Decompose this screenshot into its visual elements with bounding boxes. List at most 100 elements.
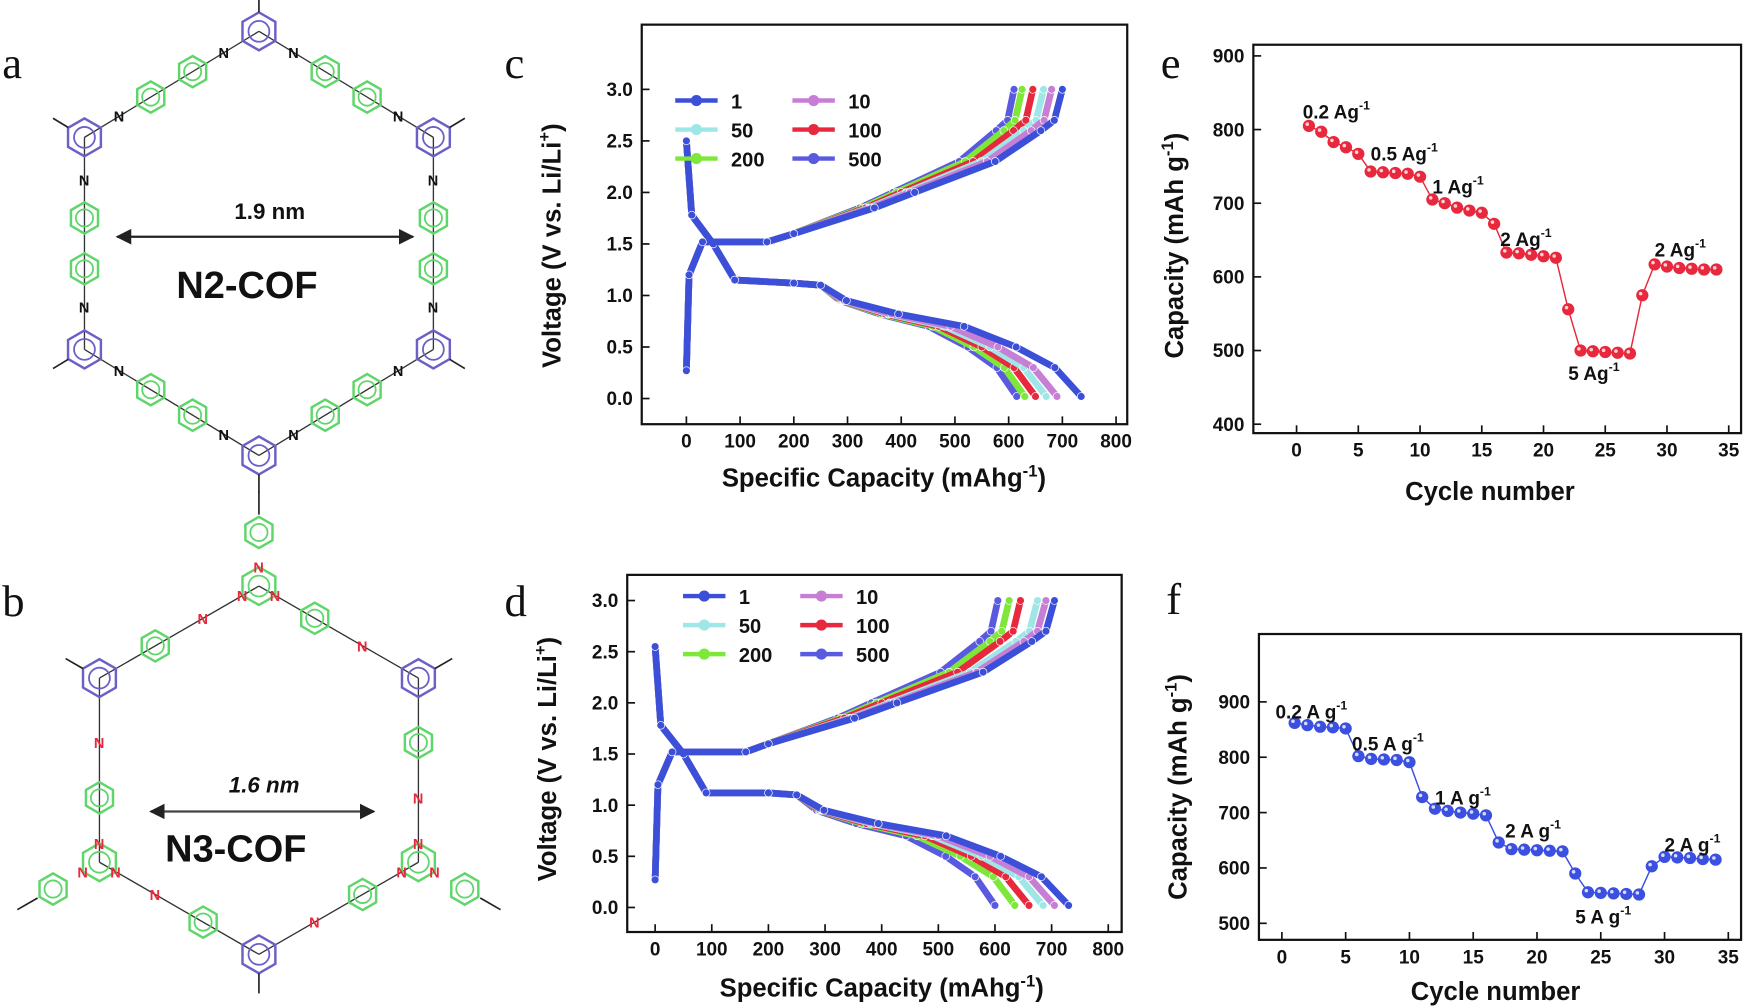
series-1-discharge-point: [789, 278, 799, 288]
x-tick-label: 600: [993, 432, 1025, 453]
benzene-ring-inner: [422, 126, 445, 149]
series-1-discharge-point: [792, 790, 801, 800]
biphenyl-ring-inner: [423, 259, 443, 279]
series-1-charge-point: [892, 698, 902, 708]
rate-data-point-highlight: [1354, 150, 1359, 154]
x-tick-label: 10: [1399, 947, 1420, 968]
rate-data-point-highlight: [1675, 264, 1680, 269]
current-density-annotation: 1 Ag-1: [1432, 174, 1484, 199]
rate-data-point-highlight: [1712, 856, 1716, 860]
chart-c-voltage-profile-n2: c 0 100 200 300 400 500 600 700 800 0.0 0.5 1.0 1.5 2.…: [504, 23, 1132, 493]
series-100-charge-point: [1008, 626, 1018, 636]
rate-data-point: [1428, 802, 1442, 815]
rate-data-point: [1673, 261, 1686, 275]
nitrogen-atom: N: [253, 561, 263, 577]
y-tick-label: 500: [1218, 914, 1250, 935]
chart-f-rate-capability-n3: f 0 5 10 15 20 25 30 35 500 600 700 800 900 Cycle numb…: [1161, 574, 1743, 1006]
rate-data-point: [1403, 756, 1416, 769]
series-200-discharge-curve: [683, 137, 1029, 400]
panel-label-a: a: [2, 38, 22, 88]
x-tick-label: 35: [1718, 947, 1740, 968]
legend-marker-100: [808, 123, 820, 136]
phenyl-ring-inner: [89, 788, 109, 808]
extension-bond: [434, 657, 453, 670]
series-1-charge-point: [978, 667, 988, 677]
rate-data-point-highlight: [1469, 810, 1474, 814]
rate-data-point: [1648, 258, 1661, 271]
benzene-ring-inner: [247, 943, 271, 966]
rate-data-point: [1314, 720, 1327, 733]
y-tick-label: 0.5: [592, 847, 619, 868]
biphenyl-ring: [418, 251, 449, 286]
y-tick-label: 0.5: [606, 338, 633, 359]
extension-bond: [449, 117, 466, 129]
series-200-charge-point: [1004, 596, 1014, 605]
rate-data-point-highlight: [1546, 847, 1550, 851]
current-density-annotation: 1 A g-1: [1435, 784, 1491, 809]
series-100-charge-point: [995, 637, 1005, 646]
legend-marker-1: [690, 94, 703, 107]
series-200-discharge-point: [1010, 901, 1020, 910]
legend-marker-100: [815, 619, 828, 631]
series-1-charge-point: [850, 713, 859, 723]
rate-data-point-highlight: [1444, 807, 1448, 812]
nitrogen-atom: N: [150, 888, 160, 904]
y-tick-label: 700: [1218, 803, 1250, 824]
rate-data-point: [1416, 790, 1429, 804]
panel-label-f: f: [1166, 574, 1181, 624]
rate-data-point: [1389, 166, 1402, 180]
y-tick-label: 900: [1218, 693, 1250, 714]
y-tick-label: 1.0: [592, 796, 618, 817]
legend-marker-500: [815, 648, 828, 660]
series-200-charge-point: [1010, 116, 1020, 125]
extension-bond: [52, 117, 69, 129]
benzene-ring-inner: [247, 20, 271, 43]
series-1-discharge-point: [959, 322, 969, 331]
extension-bond: [52, 358, 69, 370]
rate-data-point-highlight: [1601, 348, 1606, 353]
rate-data-point: [1581, 886, 1595, 899]
rate-data-point-highlight: [1490, 220, 1495, 224]
legend-marker-200: [690, 152, 703, 165]
rate-data-point: [1530, 844, 1544, 857]
series-1-discharge-point: [816, 280, 825, 290]
phenyl-ring: [140, 628, 171, 663]
phenyl-ring: [188, 905, 218, 940]
legend-label-200: 200: [739, 645, 773, 667]
x-tick-label: 0: [1291, 441, 1302, 462]
panel-a-n2-cof-structure: a N N N N N N N N N N N N 1.9 nm N2-COF: [2, 0, 466, 493]
benzene-ring-inner: [73, 338, 96, 361]
rate-data-point: [1549, 251, 1562, 264]
series-1-charge-point: [1058, 85, 1067, 94]
series-1-charge-point: [653, 780, 663, 789]
phenyl-ring: [244, 515, 274, 550]
phenyl-ring-inner: [305, 608, 325, 628]
imine-bond: [99, 861, 260, 955]
series-1-charge-point: [990, 157, 1000, 166]
rate-data-point: [1339, 141, 1353, 154]
nitrogen-atom: N: [114, 110, 124, 126]
nitrogen-atom: N: [357, 639, 367, 655]
x-tick-label: 600: [979, 939, 1011, 960]
rate-data-point-highlight: [1584, 888, 1589, 893]
imine-bond: [258, 585, 419, 679]
rate-data-point: [1479, 809, 1493, 822]
legend-label-50: 50: [739, 616, 761, 638]
rate-data-point-highlight: [1686, 854, 1691, 859]
rate-data-point-highlight: [1638, 291, 1643, 296]
chart-e-rate-capability-n2: e 0 5 10 15 20 25 30 35 400 500 600 700 800 900 Cycle n…: [1158, 38, 1743, 506]
rate-data-point: [1413, 170, 1427, 183]
rate-data-point-highlight: [1520, 846, 1525, 850]
rate-data-point: [1492, 836, 1505, 849]
rate-data-point: [1302, 119, 1316, 133]
rate-data-point-highlight: [1673, 853, 1678, 858]
rate-data-point-highlight: [1478, 209, 1482, 213]
biphenyl-ring-inner: [183, 62, 203, 82]
current-density-annotation: 0.2 A g-1: [1276, 699, 1348, 724]
series-100-charge-point: [1028, 85, 1038, 94]
series-200-charge-point: [1017, 85, 1027, 94]
n2-cof-structure-drawing: N N N N N N N N N N N N: [52, 0, 466, 493]
triazine-ring: [241, 565, 277, 607]
rate-data-point-highlight: [1564, 305, 1569, 310]
rate-data-point: [1586, 345, 1600, 358]
